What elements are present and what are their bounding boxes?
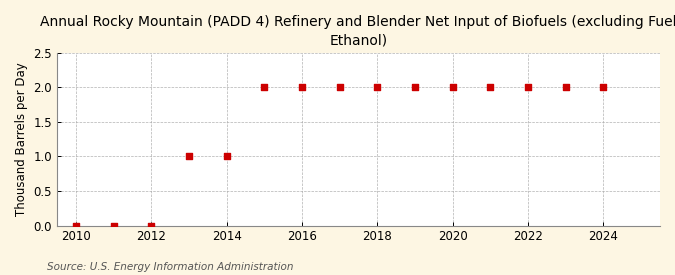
Point (296, 85, 307, 90)
Point (334, 85, 345, 90)
Point (560, 85, 571, 90)
Point (485, 85, 496, 90)
Text: Source: U.S. Energy Information Administration: Source: U.S. Energy Information Administ… (47, 262, 294, 272)
Point (108, 224, 119, 228)
Point (410, 85, 421, 90)
Point (598, 85, 609, 90)
Y-axis label: Thousand Barrels per Day: Thousand Barrels per Day (15, 62, 28, 216)
Point (448, 85, 458, 90)
Title: Annual Rocky Mountain (PADD 4) Refinery and Blender Net Input of Biofuels (exclu: Annual Rocky Mountain (PADD 4) Refinery … (40, 15, 675, 47)
Point (70, 224, 81, 228)
Point (259, 85, 270, 90)
Point (184, 154, 194, 159)
Point (522, 85, 533, 90)
Point (221, 154, 232, 159)
Point (146, 224, 157, 228)
Point (372, 85, 383, 90)
